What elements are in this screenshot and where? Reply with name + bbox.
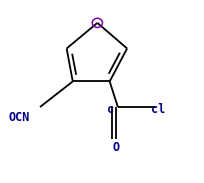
Text: c: c — [106, 103, 113, 116]
Text: O: O — [112, 141, 119, 154]
Text: OCN: OCN — [8, 111, 29, 124]
Text: cl: cl — [150, 103, 164, 116]
